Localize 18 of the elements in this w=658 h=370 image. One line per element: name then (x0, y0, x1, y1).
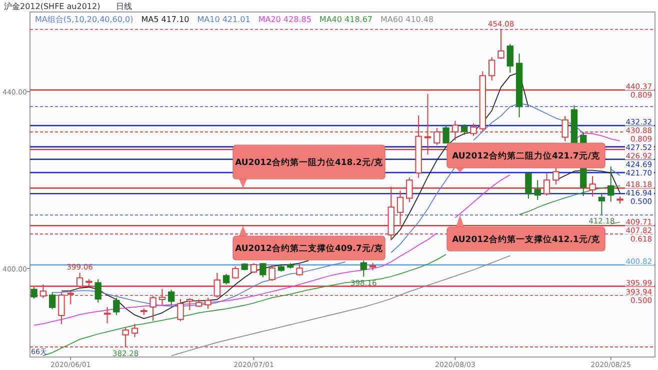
callout: AU2012合约第二阻力位421.7元/克 (446, 142, 606, 173)
candlestick (516, 53, 523, 118)
annotation: AU2012合约第二阻力位421.7元/克 (452, 150, 601, 162)
text: MA5 417.10 (141, 15, 190, 24)
candlestick (608, 166, 614, 202)
candlestick (534, 180, 541, 200)
text: MA10 421.01 (197, 15, 250, 24)
callout: AU2012合约第二支撑位409.7元/克 (232, 226, 386, 260)
text: MA60 410.48 (380, 15, 434, 24)
callout: AU2012合约第一阻力位418.2元/克 (232, 144, 386, 188)
text: MA20 428.85 (258, 15, 312, 24)
annotation: AU2012合约第一支撑位412.1元/克 (452, 234, 601, 245)
legend-title: MA组合(5,10,20,40,60,0) (35, 15, 134, 24)
text: MA40 418.67 (319, 15, 373, 24)
chart-title: 沪金2012(SHFE au2012) (4, 2, 100, 11)
annotation: AU2012合约第一阻力位418.2元/克 (235, 157, 384, 168)
annotation: AU2012合约第二支撑位409.7元/克 (235, 243, 384, 254)
chart-subtitle: 日线 (116, 2, 132, 11)
